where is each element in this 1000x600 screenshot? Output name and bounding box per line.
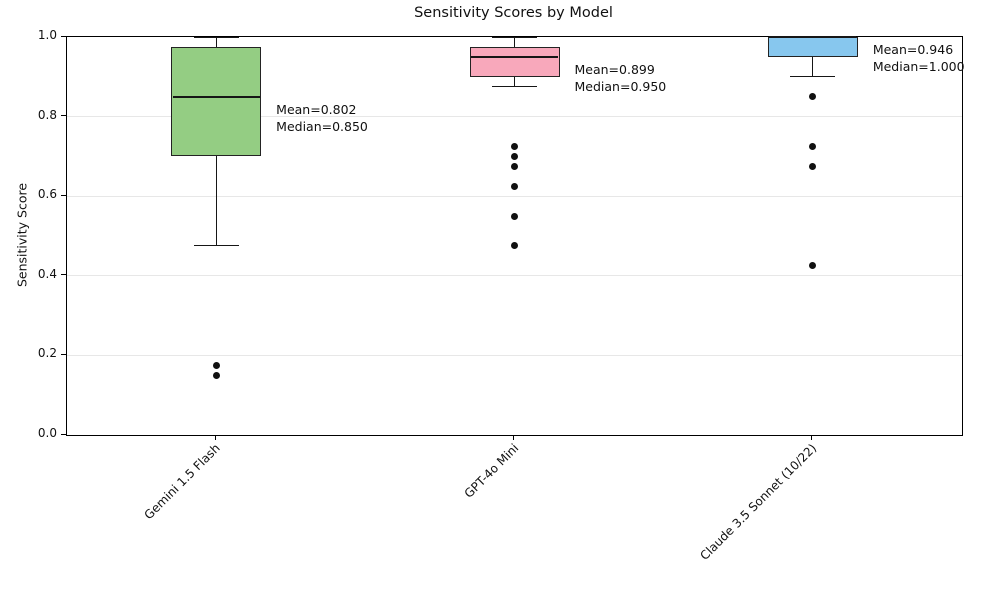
outlier-point bbox=[212, 361, 220, 369]
upper-whisker bbox=[513, 37, 515, 47]
x-tick-label-text: GPT-4o Mini bbox=[461, 441, 522, 501]
lower-whisker-cap bbox=[193, 245, 239, 247]
upper-whisker bbox=[215, 37, 217, 47]
stats-annotation-line: Median=1.000 bbox=[872, 59, 965, 74]
y-axis-tick bbox=[61, 433, 66, 435]
x-axis-tick bbox=[513, 435, 514, 440]
lower-whisker bbox=[513, 76, 515, 87]
gridline bbox=[67, 116, 962, 118]
outlier-point bbox=[511, 182, 518, 190]
stats-annotation-line: Mean=0.802 bbox=[276, 101, 357, 117]
y-tick-label: 0.6 bbox=[37, 187, 57, 202]
outlier-point bbox=[511, 212, 518, 220]
lower-whisker-cap bbox=[492, 86, 537, 88]
box bbox=[767, 37, 858, 57]
stats-annotation: Mean=0.802 Median=0.850 bbox=[276, 101, 368, 135]
median-line bbox=[471, 55, 558, 58]
y-axis-tick bbox=[61, 194, 66, 196]
lower-whisker bbox=[812, 56, 814, 77]
y-tick-label: 0.0 bbox=[37, 426, 57, 440]
outlier-point bbox=[511, 142, 518, 150]
x-axis-tick bbox=[214, 435, 216, 440]
y-axis-tick bbox=[61, 353, 66, 355]
gridline bbox=[67, 275, 962, 277]
x-tick-label-text: Claude 3.5 Sonnet (10/22) bbox=[697, 441, 820, 563]
lower-whisker bbox=[215, 156, 217, 246]
box bbox=[171, 46, 262, 157]
stats-annotation-line: Median=0.850 bbox=[276, 118, 368, 134]
outlier-point bbox=[809, 262, 817, 270]
y-tick-label: 0.2 bbox=[37, 346, 57, 361]
x-axis-tick bbox=[811, 435, 813, 440]
outlier-point bbox=[809, 142, 817, 150]
y-tick-label: 0.4 bbox=[37, 266, 57, 281]
plot-area: Mean=0.802 Median=0.850 Mean=0.899 Median=0… bbox=[66, 36, 965, 436]
median-line bbox=[172, 95, 260, 98]
stats-annotation-line: Mean=0.899 bbox=[574, 61, 655, 77]
outlier-point bbox=[809, 93, 817, 101]
stats-annotation: Mean=0.899 Median=0.950 bbox=[575, 61, 667, 95]
y-axis-tick bbox=[61, 115, 66, 117]
y-tick-label: 0.8 bbox=[37, 107, 57, 122]
box bbox=[469, 46, 560, 77]
gridline bbox=[67, 354, 962, 356]
stats-annotation-line: Mean=0.946 bbox=[872, 42, 954, 57]
chart-title: Sensitivity Scores by Model bbox=[414, 5, 613, 21]
upper-whisker-cap bbox=[492, 36, 537, 38]
y-tick-label: 1.0 bbox=[37, 28, 57, 42]
outlier-point bbox=[511, 162, 518, 170]
stats-annotation-line: Median=0.950 bbox=[574, 78, 667, 94]
y-axis-tick bbox=[61, 274, 66, 276]
gridline bbox=[67, 195, 962, 197]
lower-whisker-cap bbox=[790, 76, 836, 78]
outlier-point bbox=[511, 242, 518, 250]
outlier-point bbox=[212, 371, 220, 379]
stats-annotation: Mean=0.946 Median=1.000 bbox=[873, 41, 965, 75]
outlier-point bbox=[511, 152, 518, 160]
outlier-point bbox=[809, 162, 817, 170]
upper-whisker-cap bbox=[193, 36, 239, 38]
median-line bbox=[769, 36, 857, 38]
x-tick-label-text: Gemini 1.5 Flash bbox=[141, 441, 224, 523]
y-axis-tick bbox=[61, 35, 66, 37]
